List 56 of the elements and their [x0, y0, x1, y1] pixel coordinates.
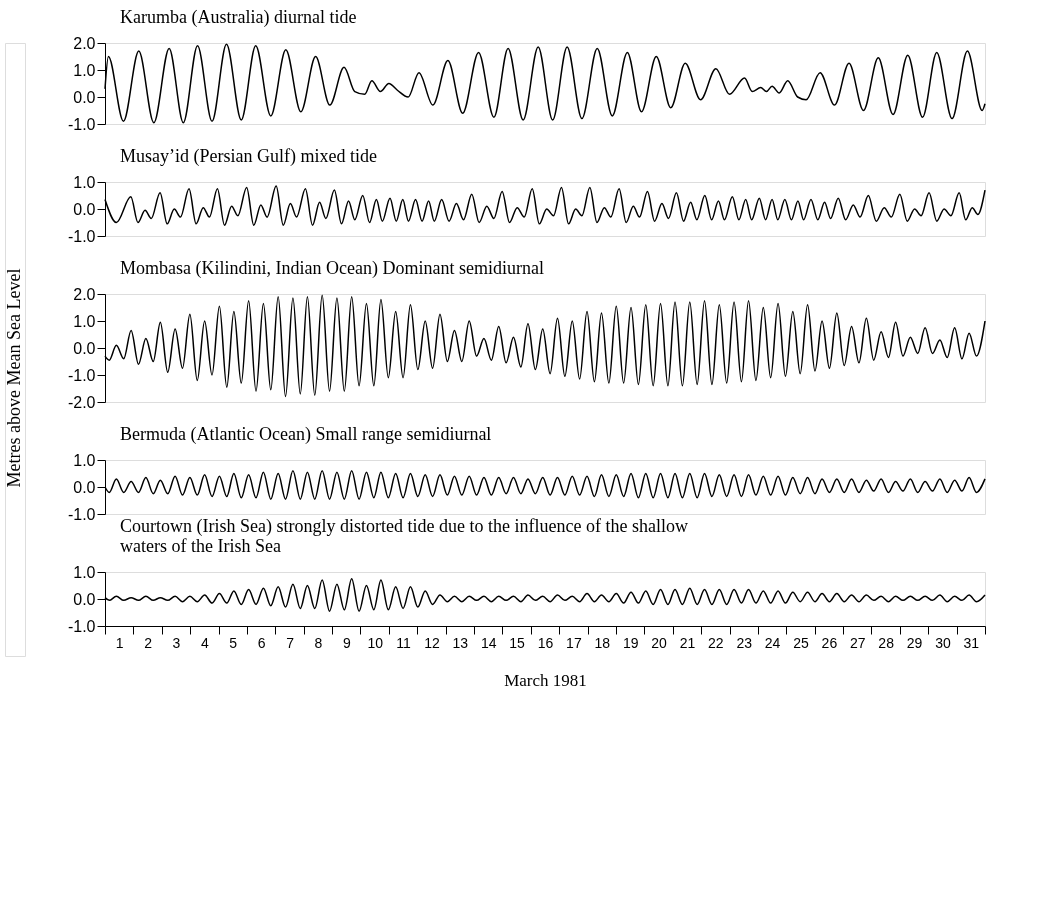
- x-tick-label: 11: [396, 634, 412, 651]
- chart-title: Musay’id (Persian Gulf) mixed tide: [120, 146, 377, 167]
- y-tick-label: -1.0: [67, 366, 96, 384]
- x-tick-label: 31: [963, 634, 980, 651]
- y-tick-label: 1.0: [73, 563, 96, 581]
- y-tick-label: 0.0: [73, 590, 96, 608]
- y-tick-label: 0.0: [73, 478, 96, 496]
- y-tick-label: 0.0: [73, 88, 96, 106]
- x-tick-label: 12: [424, 634, 440, 651]
- y-tick-label: 2.0: [73, 285, 96, 303]
- x-tick-label: 4: [200, 634, 209, 651]
- y-tick-label: -1.0: [67, 227, 96, 245]
- x-tick-label: 15: [509, 634, 526, 651]
- x-tick-label: 28: [878, 634, 895, 651]
- y-tick-label: 0.0: [73, 200, 96, 218]
- x-tick-label: 24: [764, 634, 781, 651]
- chart-title: Courtown (Irish Sea) strongly distorted tide due to the influence of the shallow waters of the Irish Sea: [120, 516, 688, 556]
- y-tick-label: 1.0: [73, 173, 96, 191]
- x-tick-label: 29: [906, 634, 923, 651]
- chart-title: Karumba (Australia) diurnal tide: [120, 7, 357, 28]
- y-tick-label: 1.0: [73, 312, 96, 330]
- x-tick-label: 2: [144, 634, 153, 651]
- x-tick-label: 27: [849, 634, 866, 651]
- x-tick-label: 3: [172, 634, 181, 651]
- x-tick-label: 9: [342, 634, 351, 651]
- chart-title: Mombasa (Kilindini, Indian Ocean) Dominant semidiurnal: [120, 258, 544, 279]
- x-tick-label: 14: [480, 634, 497, 651]
- y-tick-label: -1.0: [67, 115, 96, 133]
- x-tick-label: 5: [229, 634, 238, 651]
- x-tick-label: 7: [286, 634, 295, 651]
- y-tick-label: -1.0: [67, 617, 96, 635]
- x-tick-label: 10: [367, 634, 384, 651]
- x-tick-label: 16: [537, 634, 554, 651]
- y-tick-label: 1.0: [73, 451, 96, 469]
- x-tick-label: 8: [314, 634, 323, 651]
- y-tick-label: 0.0: [73, 339, 96, 357]
- x-tick-label: 26: [821, 634, 838, 651]
- x-tick-label: 21: [679, 634, 696, 651]
- x-tick-label: 13: [452, 634, 469, 651]
- x-tick-label: 17: [566, 634, 582, 651]
- x-tick-label: 1: [115, 634, 124, 651]
- x-tick-label: 23: [736, 634, 753, 651]
- x-tick-label: 19: [622, 634, 639, 651]
- y-tick-label: -2.0: [67, 393, 96, 411]
- x-axis-title: March 1981: [504, 670, 587, 690]
- x-tick-label: 30: [935, 634, 951, 651]
- x-tick-label: 18: [594, 634, 611, 651]
- x-tick-label: 22: [708, 634, 724, 651]
- y-axis-title: Metres above Mean Sea Level: [4, 268, 24, 488]
- x-tick-label: 20: [651, 634, 668, 651]
- y-tick-label: -1.0: [67, 505, 96, 523]
- x-tick-label: 25: [793, 634, 809, 651]
- chart-title: Bermuda (Atlantic Ocean) Small range semidiurnal: [120, 424, 492, 445]
- x-tick-label: 6: [257, 634, 266, 651]
- y-tick-label: 1.0: [73, 61, 96, 79]
- y-tick-label: 2.0: [73, 34, 96, 52]
